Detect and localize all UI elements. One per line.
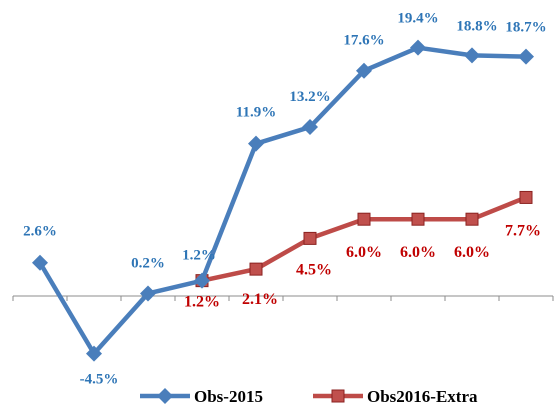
data-label-obs-2015: 19.4% — [397, 11, 438, 27]
data-label-obs-2015: 1.2% — [182, 248, 216, 264]
data-label-obs-2015: -4.5% — [80, 372, 119, 388]
x-axis — [12, 295, 554, 301]
data-label-obs-2015: 18.8% — [456, 18, 497, 34]
data-labels: 2.6% -4.5% 0.2% 1.2% 11.9% 13.2% 17.6% 19.4% 18.… — [23, 11, 547, 388]
data-point-obs-2015 — [32, 254, 48, 271]
legend-marker-obs2016-extra — [331, 389, 345, 403]
data-label-obs2016-extra: 7.7% — [505, 222, 541, 239]
data-point-obs-2015 — [518, 48, 534, 65]
data-label-obs-2015: 11.9% — [236, 105, 276, 121]
data-label-obs-2015: 0.2% — [131, 255, 165, 271]
data-label-obs2016-extra: 6.0% — [400, 244, 436, 261]
data-label-obs-2015: 18.7% — [505, 20, 546, 36]
data-label-obs-2015: 13.2% — [289, 89, 330, 105]
series-line-1 — [38, 45, 527, 356]
data-label-obs-2015: 2.6% — [23, 224, 57, 240]
legend-label-obs2016-extra: Obs2016-Extra — [367, 387, 478, 406]
data-point-obs-2015 — [248, 135, 264, 152]
data-label-obs2016-extra: 4.5% — [296, 261, 332, 278]
legend-marker-obs-2015 — [157, 388, 173, 404]
data-point-obs2016-extra — [465, 212, 479, 226]
data-point-obs-2015 — [356, 62, 372, 79]
legend: Obs-2015 Obs2016-Extra — [140, 387, 478, 406]
data-label-obs2016-extra: 2.1% — [242, 291, 278, 308]
data-point-obs-2015 — [302, 119, 318, 136]
data-point-obs-2015 — [140, 285, 156, 302]
legend-label-obs-2015: Obs-2015 — [194, 387, 263, 406]
data-point-obs2016-extra — [519, 190, 533, 204]
data-label-obs2016-extra: 6.0% — [454, 244, 490, 261]
data-point-obs2016-extra — [249, 262, 263, 276]
series-layer — [32, 39, 534, 362]
data-point-obs2016-extra — [411, 212, 425, 226]
data-label-obs-2015: 17.6% — [343, 33, 384, 49]
data-point-obs-2015 — [86, 345, 102, 362]
data-point-obs2016-extra — [357, 212, 371, 226]
data-point-obs-2015 — [410, 39, 426, 56]
data-point-obs2016-extra — [303, 231, 317, 245]
data-point-obs-2015 — [464, 47, 480, 64]
data-label-obs2016-extra: 6.0% — [346, 244, 382, 261]
data-point-obs-2015 — [194, 272, 210, 289]
data-label-obs2016-extra: 1.2% — [184, 294, 220, 311]
